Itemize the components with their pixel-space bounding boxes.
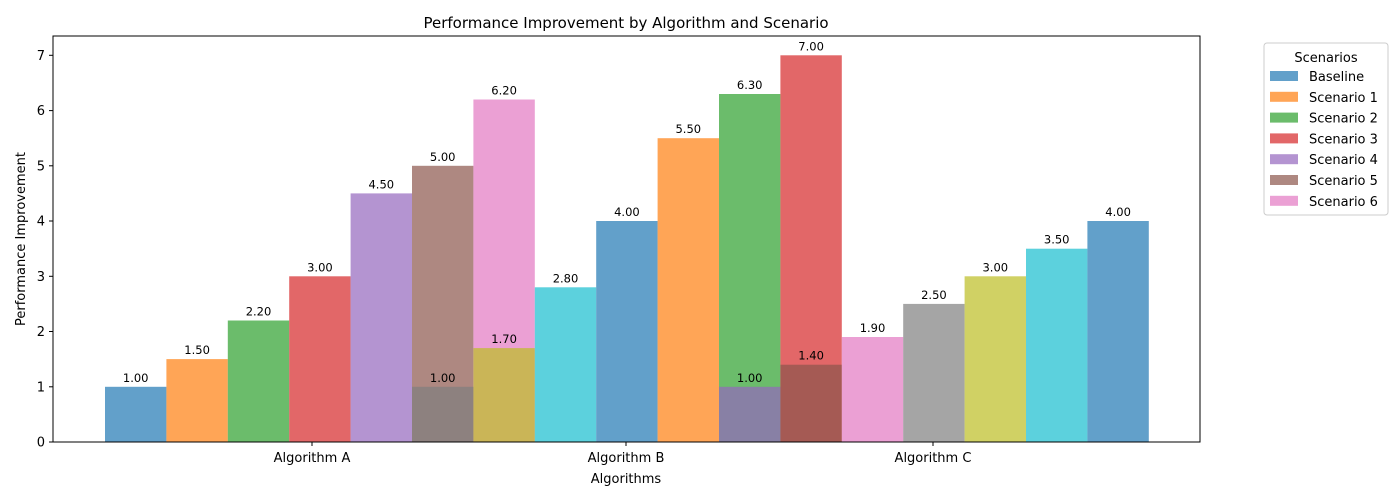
- chart-title: Performance Improvement by Algorithm and…: [423, 14, 828, 32]
- bar: [719, 386, 781, 442]
- data-label: 1.90: [860, 321, 886, 335]
- data-label: 2.50: [921, 288, 947, 302]
- y-axis: 0 1 2 3 4 5 6 7: [37, 49, 53, 451]
- data-label: 6.30: [737, 78, 763, 92]
- data-label: 1.00: [123, 371, 149, 385]
- legend-entry-label: Baseline: [1309, 70, 1364, 85]
- legend-swatch: [1270, 154, 1298, 165]
- data-label: 4.00: [614, 205, 640, 219]
- legend-swatch: [1270, 71, 1298, 81]
- data-label: 4.00: [1105, 205, 1131, 219]
- data-label: 3.50: [1044, 233, 1070, 247]
- data-label: 1.00: [737, 371, 763, 385]
- legend-entry-label: Scenario 5: [1309, 174, 1378, 189]
- x-axis-label: Algorithms: [591, 472, 662, 487]
- data-label: 6.20: [491, 84, 517, 98]
- bar: [780, 364, 842, 442]
- y-tick-label: 5: [37, 159, 45, 174]
- y-tick-label: 0: [37, 436, 45, 451]
- x-axis: Algorithm A Algorithm B Algorithm C: [274, 442, 972, 466]
- bar: [596, 221, 658, 442]
- data-label: 1.50: [184, 343, 210, 357]
- data-label: 2.20: [246, 305, 272, 319]
- legend-swatch: [1270, 175, 1298, 185]
- bar: [719, 94, 781, 442]
- legend-entry-label: Scenario 2: [1309, 112, 1378, 127]
- data-label: 7.00: [798, 39, 824, 53]
- bar: [473, 348, 535, 442]
- legend-swatch: [1270, 195, 1298, 206]
- y-axis-label: Performance Improvement: [14, 152, 29, 326]
- bar: [289, 276, 351, 442]
- bars-layer: [105, 55, 1149, 443]
- x-tick-label: Algorithm B: [588, 451, 665, 466]
- legend-entry-label: Scenario 1: [1309, 91, 1378, 106]
- legend-entry-label: Scenario 4: [1309, 153, 1378, 168]
- legend-title: Scenarios: [1294, 51, 1358, 66]
- legend-swatch: [1270, 133, 1298, 144]
- bar: [1087, 221, 1149, 442]
- y-tick-label: 7: [37, 49, 45, 64]
- data-label: 1.40: [798, 349, 824, 363]
- legend-swatch: [1270, 112, 1298, 123]
- bar: [534, 287, 597, 442]
- x-tick-label: Algorithm A: [274, 451, 351, 466]
- legend-frame: [1263, 42, 1389, 216]
- x-tick-label: Algorithm C: [895, 451, 972, 466]
- y-tick-label: 3: [37, 270, 45, 285]
- data-labels-layer: 1.00 1.50 2.20 3.00 4.50 5.00 6.20 1.00 1.70 2.80…: [123, 39, 1131, 385]
- bar: [841, 337, 904, 442]
- data-label: 5.00: [430, 150, 456, 164]
- y-tick-label: 4: [37, 215, 45, 230]
- legend-swatch: [1270, 91, 1298, 102]
- legend-entry-label: Scenario 6: [1309, 195, 1378, 210]
- data-label: 1.00: [430, 371, 456, 385]
- legend: Scenarios Baseline Scenario 1 Scenario 2 Sc…: [1263, 42, 1389, 216]
- bar: [1026, 248, 1088, 442]
- bar: [166, 359, 228, 442]
- data-label: 3.00: [307, 260, 333, 274]
- data-label: 2.80: [553, 271, 579, 285]
- legend-entries: Baseline Scenario 1 Scenario 2 Scenario 3 Sc…: [1270, 70, 1378, 210]
- bar: [412, 386, 474, 442]
- bar: [903, 303, 965, 442]
- data-label: 4.50: [368, 177, 394, 191]
- bar: [105, 386, 167, 442]
- bar: [227, 320, 290, 442]
- y-tick-label: 6: [37, 104, 45, 119]
- bar: [964, 276, 1026, 442]
- legend-entry-label: Scenario 3: [1309, 132, 1378, 147]
- data-label: 5.50: [675, 122, 701, 136]
- y-tick-label: 1: [37, 380, 45, 395]
- bar: [350, 193, 412, 442]
- data-label: 1.70: [491, 332, 517, 346]
- y-tick-label: 2: [37, 325, 45, 340]
- data-label: 3.00: [982, 260, 1008, 274]
- bar: [657, 138, 719, 442]
